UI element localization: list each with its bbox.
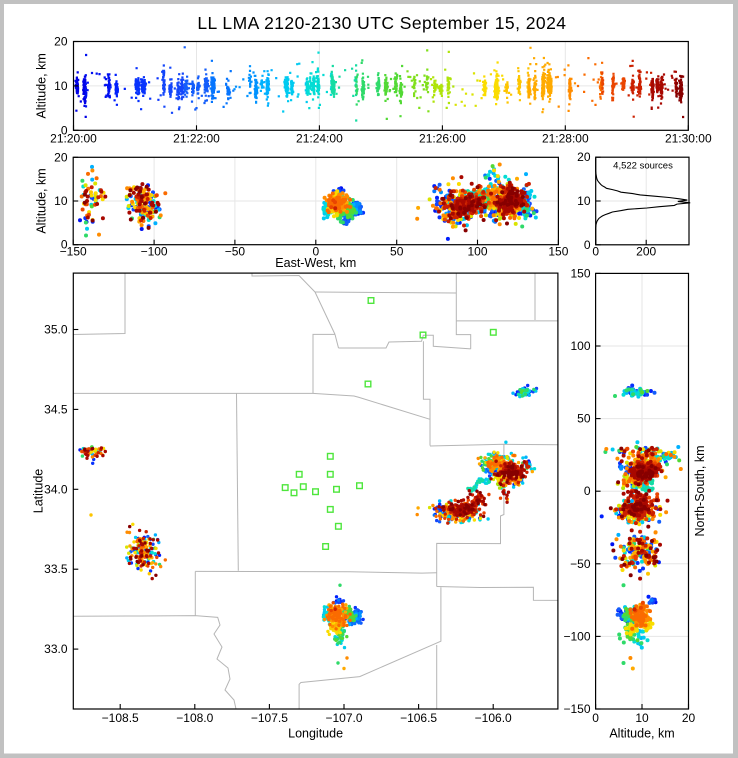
- svg-text:−106.0: −106.0: [475, 711, 512, 725]
- svg-text:Altitude, km: Altitude, km: [34, 53, 48, 118]
- svg-text:East-West, km: East-West, km: [275, 256, 356, 270]
- svg-text:100: 100: [467, 245, 487, 259]
- svg-text:−50: −50: [225, 245, 246, 259]
- svg-text:21:28:00: 21:28:00: [542, 132, 589, 146]
- svg-text:0: 0: [61, 123, 68, 137]
- svg-text:20: 20: [54, 150, 68, 164]
- svg-text:21:22:00: 21:22:00: [173, 132, 220, 146]
- svg-text:21:20:00: 21:20:00: [50, 132, 97, 146]
- svg-text:−100: −100: [141, 245, 168, 259]
- svg-text:−107.5: −107.5: [251, 711, 288, 725]
- svg-text:North-South, km: North-South, km: [693, 445, 707, 536]
- svg-text:−107.0: −107.0: [325, 711, 362, 725]
- svg-text:Altitude, km: Altitude, km: [34, 168, 48, 233]
- svg-text:10: 10: [635, 711, 649, 725]
- svg-text:0: 0: [312, 245, 319, 259]
- svg-text:10: 10: [577, 194, 591, 208]
- svg-text:100: 100: [570, 339, 590, 353]
- svg-text:0: 0: [592, 245, 599, 259]
- svg-text:20: 20: [577, 150, 591, 164]
- svg-text:Longitude: Longitude: [288, 727, 343, 741]
- svg-text:−50: −50: [570, 557, 591, 571]
- svg-text:200: 200: [636, 245, 656, 259]
- svg-text:−108.0: −108.0: [176, 711, 213, 725]
- svg-text:34.5: 34.5: [44, 402, 68, 416]
- svg-text:0: 0: [592, 711, 599, 725]
- svg-text:33.5: 33.5: [44, 562, 68, 576]
- svg-text:0: 0: [584, 238, 591, 252]
- svg-text:0: 0: [61, 238, 68, 252]
- svg-text:−150: −150: [563, 702, 590, 716]
- svg-text:−150: −150: [60, 245, 87, 259]
- svg-text:20: 20: [54, 35, 68, 49]
- svg-text:35.0: 35.0: [44, 323, 68, 337]
- svg-text:−108.5: −108.5: [102, 711, 139, 725]
- svg-text:10: 10: [54, 79, 68, 93]
- svg-text:21:24:00: 21:24:00: [296, 132, 343, 146]
- svg-text:33.0: 33.0: [44, 642, 68, 656]
- svg-text:Altitude, km: Altitude, km: [609, 727, 674, 741]
- svg-text:21:26:00: 21:26:00: [419, 132, 466, 146]
- svg-text:Latitude: Latitude: [31, 469, 45, 514]
- svg-text:20: 20: [682, 711, 696, 725]
- svg-text:−106.5: −106.5: [400, 711, 437, 725]
- svg-text:4,522 sources: 4,522 sources: [613, 161, 673, 172]
- svg-text:0: 0: [584, 484, 591, 498]
- svg-text:50: 50: [390, 245, 404, 259]
- svg-text:LL LMA 2120-2130 UTC September: LL LMA 2120-2130 UTC September 15, 2024: [197, 13, 566, 33]
- svg-text:50: 50: [577, 412, 591, 426]
- svg-text:10: 10: [54, 194, 68, 208]
- svg-text:150: 150: [548, 245, 568, 259]
- svg-text:34.0: 34.0: [44, 482, 68, 496]
- svg-text:21:30:00: 21:30:00: [665, 132, 712, 146]
- svg-text:−100: −100: [563, 629, 590, 643]
- svg-text:150: 150: [570, 266, 590, 280]
